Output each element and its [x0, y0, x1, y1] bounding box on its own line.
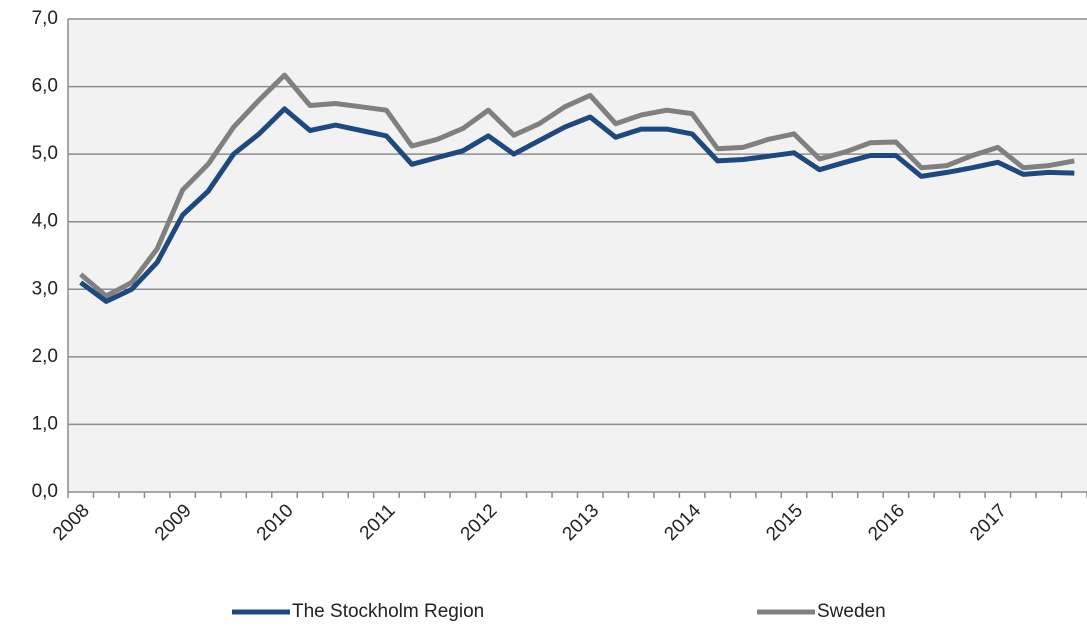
x-tick-label: 2013 [559, 500, 604, 545]
y-tick-label: 6,0 [32, 76, 58, 97]
y-tick-label: 0,0 [32, 481, 58, 502]
plot-area [68, 19, 1087, 492]
x-tick-label: 2009 [151, 500, 196, 545]
y-tick-label: 7,0 [32, 8, 58, 29]
x-tick-label: 2016 [864, 500, 909, 545]
y-tick-label: 3,0 [32, 278, 58, 299]
x-tick-label: 2012 [457, 500, 502, 545]
y-tick-label: 4,0 [32, 211, 58, 232]
legend-label: Sweden [817, 601, 886, 622]
line-series [79, 106, 1075, 304]
x-tick-label: 2010 [253, 500, 298, 545]
y-tick-label: 1,0 [32, 413, 58, 434]
line-series [79, 72, 1075, 299]
x-tick-label: 2014 [660, 500, 705, 545]
x-tick-label: 2017 [966, 500, 1011, 545]
y-tick-label: 5,0 [32, 143, 58, 164]
y-tick-label: 2,0 [32, 346, 58, 367]
legend-label: The Stockholm Region [292, 601, 484, 622]
x-tick-label: 2008 [49, 500, 94, 545]
x-tick-label: 2011 [356, 500, 400, 544]
x-tick-label: 2015 [762, 500, 807, 545]
